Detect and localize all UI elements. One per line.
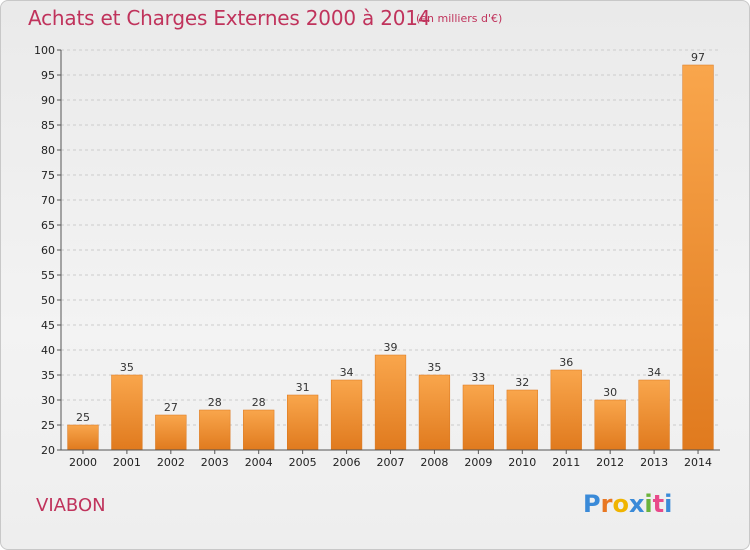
bar-value-label: 35 (427, 361, 441, 374)
y-tick-label: 85 (41, 119, 55, 132)
bar-2014 (682, 64, 714, 451)
x-tick-label: 2001 (113, 456, 141, 469)
x-tick-label: 2011 (552, 456, 580, 469)
bar-2000 (67, 424, 99, 451)
bar-value-label: 27 (164, 401, 178, 414)
x-tick-label: 2013 (640, 456, 668, 469)
bar-value-label: 39 (384, 341, 398, 354)
x-tick-label: 2005 (289, 456, 317, 469)
logo-letter: o (612, 490, 629, 518)
y-tick-label: 95 (41, 69, 55, 82)
y-tick-label: 75 (41, 169, 55, 182)
bar-2009 (462, 384, 494, 451)
y-tick-label: 20 (41, 444, 55, 457)
y-tick-label: 45 (41, 319, 55, 332)
x-tick-label: 2002 (157, 456, 185, 469)
proxiti-logo: Proxiti (583, 490, 672, 518)
y-tick-label: 70 (41, 194, 55, 207)
bar-2001 (111, 374, 143, 451)
logo-letter: t (652, 490, 665, 518)
chart-title: Achats et Charges Externes 2000 à 2014 (28, 6, 431, 30)
y-tick-label: 30 (41, 394, 55, 407)
y-tick-label: 35 (41, 369, 55, 382)
y-tick-label: 80 (41, 144, 55, 157)
x-tick-label: 2012 (596, 456, 624, 469)
x-tick-label: 2010 (508, 456, 536, 469)
x-tick-label: 2004 (245, 456, 273, 469)
bar-value-label: 28 (208, 396, 222, 409)
bar-value-label: 33 (471, 371, 485, 384)
bar-2012 (594, 399, 626, 451)
bar-value-label: 35 (120, 361, 134, 374)
bar-2004 (243, 409, 275, 451)
x-tick-label: 2003 (201, 456, 229, 469)
bar-2005 (287, 394, 319, 451)
bar-2008 (418, 374, 451, 451)
bar-value-label: 36 (559, 356, 573, 369)
x-tick-label: 2008 (420, 456, 448, 469)
y-tick-label: 100 (34, 44, 55, 57)
bar-value-label: 32 (515, 376, 529, 389)
bar-2010 (506, 389, 538, 451)
logo-letter: P (583, 490, 601, 518)
x-tick-label: 2006 (333, 456, 361, 469)
logo-letter: x (628, 490, 645, 518)
bar-value-label: 97 (691, 51, 705, 64)
bar-value-label: 30 (603, 386, 617, 399)
bar-value-label: 28 (252, 396, 266, 409)
y-tick-label: 65 (41, 219, 55, 232)
logo-letter: r (600, 490, 613, 518)
logo-letter: i (664, 490, 673, 518)
bar-value-label: 25 (76, 411, 90, 424)
y-tick-label: 50 (41, 294, 55, 307)
x-tick-label: 2000 (69, 456, 97, 469)
bar-value-label: 34 (340, 366, 354, 379)
commune-name: VIABON (36, 495, 106, 516)
x-tick-label: 2007 (377, 456, 405, 469)
bar-2006 (330, 379, 363, 451)
bar-value-label: 31 (296, 381, 310, 394)
y-tick-label: 60 (41, 244, 55, 257)
bar-2013 (638, 379, 670, 451)
x-tick-label: 2009 (464, 456, 492, 469)
bar-2007 (374, 354, 407, 451)
y-tick-label: 90 (41, 94, 55, 107)
y-tick-label: 55 (41, 269, 55, 282)
bar-2003 (199, 409, 231, 451)
bar-2002 (155, 414, 187, 451)
bar-value-label: 34 (647, 366, 661, 379)
logo-letter: i (644, 490, 653, 518)
x-tick-label: 2014 (684, 456, 712, 469)
chart-subtitle: (en milliers d'€) (416, 12, 503, 25)
y-tick-label: 25 (41, 419, 55, 432)
bar-2011 (550, 369, 582, 451)
y-tick-label: 40 (41, 344, 55, 357)
